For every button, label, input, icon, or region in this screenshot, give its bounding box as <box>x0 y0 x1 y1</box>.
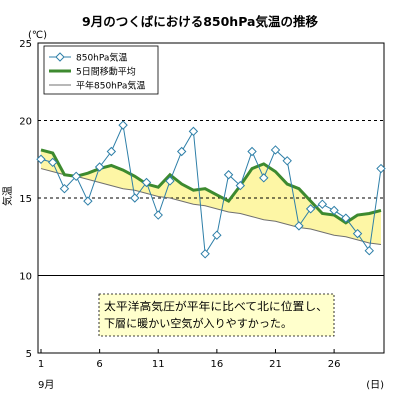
y-tick-label: 5 <box>26 349 32 360</box>
data-point <box>153 210 163 220</box>
data-point <box>223 170 234 180</box>
data-point <box>376 163 386 174</box>
annotation-text: 太平洋高気圧が平年に比べて北に位置し、 <box>104 299 328 313</box>
y-axis-unit: (℃) <box>28 30 47 41</box>
series-line-moving-average <box>40 148 382 225</box>
data-point <box>130 193 140 203</box>
data-point <box>364 245 374 256</box>
fill-area <box>41 149 381 245</box>
data-point <box>200 249 210 259</box>
x-tick-label: 1 <box>38 359 44 370</box>
y-axis-label: 気温 <box>1 186 14 206</box>
annotation-box: 太平洋高気圧が平年に比べて北に位置し、下層に暖かい空気が入りやすかった。 <box>98 293 335 337</box>
legend-marker <box>55 52 65 62</box>
data-point <box>48 157 58 168</box>
data-point <box>59 183 70 194</box>
y-tick-label: 25 <box>19 39 32 50</box>
data-point <box>317 199 328 209</box>
data-point <box>305 204 316 214</box>
data-point <box>94 162 105 172</box>
data-point <box>71 171 81 182</box>
data-point <box>270 145 281 155</box>
x-tick-label: 11 <box>152 359 165 370</box>
grid-layer <box>38 120 384 276</box>
data-point <box>282 156 292 166</box>
legend-label: 850hPa気温 <box>76 52 127 64</box>
data-point <box>212 230 222 240</box>
fill-layer <box>41 149 381 245</box>
data-point <box>176 146 187 157</box>
data-point <box>329 205 339 216</box>
chart-title: 9月のつくばにおける850hPa気温の推移 <box>82 14 318 29</box>
y-tick-label: 10 <box>19 272 32 283</box>
x-tick-label: 6 <box>96 359 102 370</box>
data-point <box>36 154 46 164</box>
series-layer <box>36 120 386 259</box>
data-point <box>294 221 304 231</box>
month-label: 9月 <box>38 379 54 391</box>
x-axis-unit: (日) <box>366 380 384 391</box>
data-point <box>341 213 351 223</box>
data-point <box>106 146 117 157</box>
data-point <box>118 120 128 130</box>
legend-label: 平年850hPa気温 <box>76 80 145 92</box>
legend-label: 5日間移動平均 <box>76 66 136 78</box>
y-tick-label: 15 <box>19 194 32 205</box>
x-tick-label: 16 <box>210 359 223 370</box>
data-point <box>235 180 246 191</box>
data-point <box>247 146 257 157</box>
data-point <box>141 177 152 188</box>
series-line-normal <box>40 168 382 245</box>
data-point <box>259 173 269 183</box>
annotation-background <box>98 293 335 337</box>
y-tick-label: 20 <box>19 117 32 128</box>
data-point <box>165 176 175 186</box>
annotation-text: 下層に暖かい空気が入りやすかった。 <box>104 316 292 330</box>
x-tick-label: 21 <box>269 359 282 370</box>
x-tick-label: 26 <box>328 359 341 370</box>
data-point <box>352 228 363 239</box>
data-point <box>188 126 199 137</box>
data-point <box>83 196 93 206</box>
